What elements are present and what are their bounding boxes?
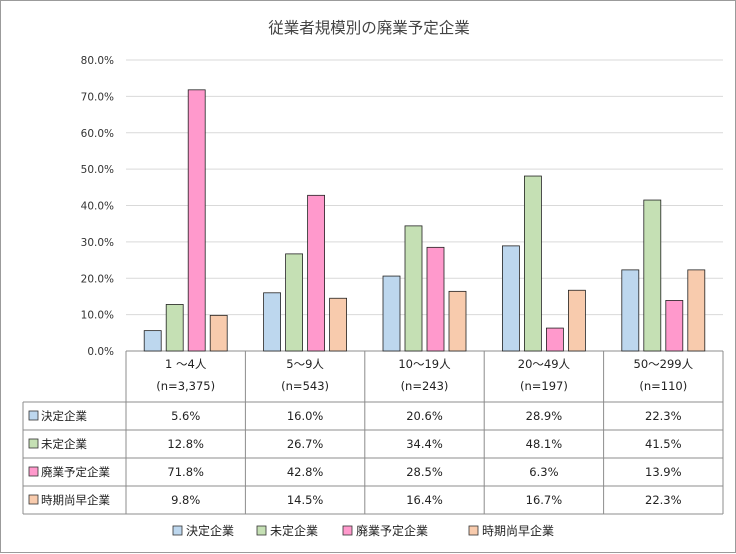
y-tick-label: 50.0% <box>81 164 114 176</box>
row-label: 決定企業 <box>41 409 87 423</box>
legend-label: 時期尚早企業 <box>482 523 554 538</box>
bar <box>687 269 706 352</box>
row-label: 廃業予定企業 <box>41 465 110 479</box>
bar <box>404 225 423 352</box>
data-label: 16.4% <box>406 493 443 507</box>
category-label: 50～299人 <box>634 357 694 371</box>
series-key <box>28 494 39 505</box>
data-label: 48.1% <box>526 437 563 451</box>
row-label: 時期尚早企業 <box>41 493 110 507</box>
bar <box>568 289 586 352</box>
bar <box>665 300 684 352</box>
data-label: 42.8% <box>287 465 324 479</box>
data-label: 26.7% <box>287 437 324 451</box>
y-tick-label: 10.0% <box>81 310 114 322</box>
legend-key <box>172 525 183 536</box>
legend-key <box>256 525 267 536</box>
category-count: (n=197) <box>520 379 568 393</box>
data-label: 13.9% <box>645 465 682 479</box>
category-label: 20～49人 <box>518 357 571 371</box>
bar <box>165 304 184 352</box>
bar <box>621 269 640 352</box>
bar <box>143 330 162 352</box>
series-key <box>28 410 39 421</box>
y-tick-label: 0.0% <box>87 346 114 358</box>
bar <box>643 199 662 352</box>
category-count: (n=3,375) <box>156 379 215 393</box>
data-label: 22.3% <box>645 493 682 507</box>
category-count: (n=243) <box>401 379 449 393</box>
category-label: 10～19人 <box>398 357 451 371</box>
bar <box>329 297 348 352</box>
y-tick-label: 70.0% <box>81 91 114 103</box>
data-label: 9.8% <box>171 493 200 507</box>
data-label: 28.5% <box>406 465 443 479</box>
legend-label: 未定企業 <box>270 523 318 538</box>
y-tick-label: 20.0% <box>81 273 114 285</box>
y-tick-label: 40.0% <box>81 201 114 213</box>
bar <box>263 292 282 352</box>
bar <box>501 245 520 352</box>
legend-key <box>468 525 479 536</box>
data-label: 16.7% <box>526 493 563 507</box>
category-label: 1 ～4人 <box>165 357 207 371</box>
y-tick-label: 60.0% <box>81 128 114 140</box>
data-label: 6.3% <box>529 465 558 479</box>
bar <box>285 253 304 352</box>
data-label: 28.9% <box>526 409 563 423</box>
category-count: (n=110) <box>639 379 687 393</box>
chart-title: 従業者規模別の廃業予定企業 <box>268 19 470 37</box>
series-key <box>28 466 39 477</box>
row-label: 未定企業 <box>41 437 87 451</box>
data-label: 16.0% <box>287 409 324 423</box>
legend-label: 廃業予定企業 <box>356 523 428 538</box>
data-label: 41.5% <box>645 437 682 451</box>
y-tick-label: 80.0% <box>81 55 114 67</box>
bar <box>426 246 445 352</box>
bar <box>524 175 542 352</box>
legend-key <box>342 525 353 536</box>
data-label: 71.8% <box>167 465 204 479</box>
data-label: 20.6% <box>406 409 443 423</box>
bar <box>382 275 401 352</box>
data-label: 5.6% <box>171 409 200 423</box>
data-label: 12.8% <box>167 437 204 451</box>
bar <box>209 314 228 352</box>
y-tick-label: 30.0% <box>81 237 114 249</box>
bar <box>448 290 467 352</box>
bar <box>187 89 206 352</box>
bar <box>307 194 326 352</box>
bar <box>546 327 564 352</box>
legend-label: 決定企業 <box>186 523 234 538</box>
data-label: 14.5% <box>287 493 324 507</box>
category-count: (n=543) <box>281 379 329 393</box>
data-label: 22.3% <box>645 409 682 423</box>
category-label: 5～9人 <box>286 357 324 371</box>
series-key <box>28 438 39 449</box>
data-label: 34.4% <box>406 437 443 451</box>
